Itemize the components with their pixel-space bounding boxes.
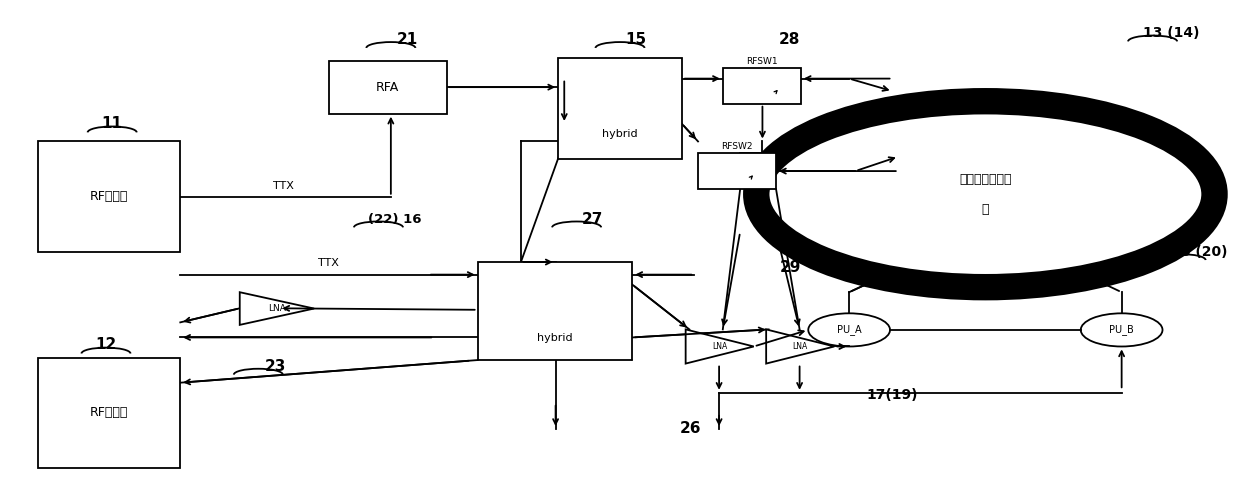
Bar [38, 357, 180, 468]
Text: 15: 15 [625, 32, 647, 47]
Bar [698, 153, 776, 189]
Text: TTX: TTX [319, 258, 340, 268]
Text: 11: 11 [102, 116, 123, 132]
Bar [329, 61, 446, 114]
Text: 27: 27 [582, 212, 604, 227]
Text: 23: 23 [265, 359, 286, 374]
Bar [477, 262, 632, 360]
Bar [38, 142, 180, 252]
Text: RFSW1: RFSW1 [746, 56, 777, 66]
Text: 17(19): 17(19) [867, 388, 919, 402]
Text: LNA: LNA [268, 304, 286, 313]
Bar [558, 58, 682, 159]
Text: LNA: LNA [792, 342, 807, 351]
Text: 13 (14): 13 (14) [1143, 26, 1199, 40]
Text: TTX: TTX [273, 180, 294, 191]
Text: (22) 16: (22) 16 [368, 213, 422, 226]
Text: 28: 28 [779, 32, 800, 47]
Polygon shape [239, 292, 314, 325]
Text: RFA: RFA [376, 81, 399, 94]
Text: RF发射机: RF发射机 [89, 190, 128, 203]
Text: RF接收机: RF接收机 [89, 406, 128, 419]
Text: 圈: 圈 [982, 203, 990, 216]
Text: 12: 12 [95, 338, 117, 352]
Text: 18 (20): 18 (20) [1172, 245, 1228, 259]
Polygon shape [686, 330, 754, 363]
Text: 21: 21 [397, 32, 418, 47]
Text: hybrid: hybrid [603, 129, 637, 139]
Text: 29: 29 [780, 260, 801, 275]
Text: PU_B: PU_B [1110, 325, 1135, 335]
Text: PU_A: PU_A [837, 325, 862, 335]
Text: 收发一体射频线: 收发一体射频线 [960, 173, 1012, 185]
Text: RFSW2: RFSW2 [722, 142, 753, 151]
Text: hybrid: hybrid [537, 334, 573, 344]
Text: 26: 26 [680, 421, 702, 436]
Polygon shape [766, 330, 835, 363]
Bar [723, 68, 801, 104]
Text: LNA: LNA [712, 342, 728, 351]
